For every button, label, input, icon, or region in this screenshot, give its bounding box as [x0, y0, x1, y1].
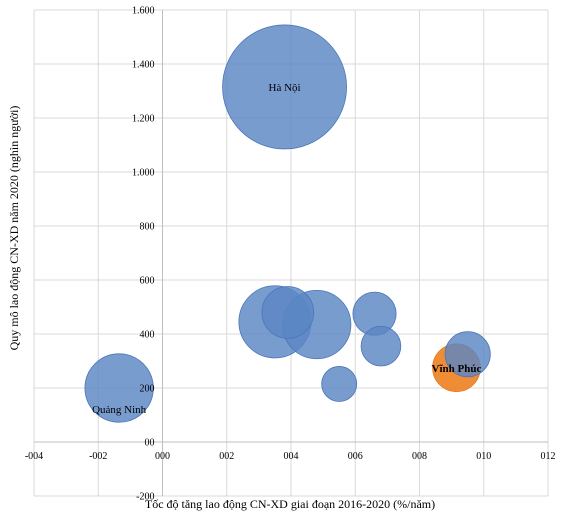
y-tick-label: 400: [140, 330, 155, 341]
y-tick-label: 00: [145, 438, 155, 449]
x-tick-label: -002: [89, 451, 107, 462]
bubbles: [84, 24, 491, 423]
bubble: [222, 24, 347, 150]
x-tick-label: 000: [155, 451, 170, 462]
y-tick-label: 1.000: [132, 168, 155, 179]
y-tick-label: -200: [136, 492, 154, 503]
bubble: [444, 331, 491, 378]
y-tick-label: 800: [140, 222, 155, 233]
bubble: [261, 286, 315, 339]
y-tick-label: 200: [140, 384, 155, 395]
y-tick-label: 1.600: [132, 6, 155, 17]
bubble-label: Vĩnh Phúc: [432, 363, 482, 375]
x-tick-label: 008: [412, 451, 427, 462]
y-tick-label: 1.200: [132, 114, 155, 125]
bubble-label: Quảng Ninh: [92, 404, 147, 416]
bubble-label: Hà Nội: [269, 82, 301, 94]
x-tick-label: 004: [284, 451, 299, 462]
x-axis-title: Tốc độ tăng lao động CN-XD giai đoạn 201…: [145, 497, 435, 511]
bubble: [360, 325, 402, 367]
x-tick-label: -004: [25, 451, 43, 462]
bubble: [321, 366, 358, 402]
y-tick-label: 600: [140, 276, 155, 287]
y-axis-title: Quy mô lao động CN-XD năm 2020 (nghìn ng…: [7, 106, 21, 351]
x-tick-label: 006: [348, 451, 363, 462]
x-tick-label: 002: [219, 451, 234, 462]
x-axis-ticks: -004 -002 000 002 004 006 008 010 012: [25, 451, 556, 462]
bubble: [84, 353, 154, 423]
y-tick-label: 1.400: [132, 60, 155, 71]
x-tick-label: 010: [476, 451, 491, 462]
bubble-labels: Hà Nội Vĩnh Phúc Quảng Ninh: [92, 82, 481, 416]
y-axis-ticks: -200 00 200 400 600 800 1.000 1.200 1.400 1.600: [132, 6, 155, 503]
x-tick-label: 012: [541, 451, 556, 462]
